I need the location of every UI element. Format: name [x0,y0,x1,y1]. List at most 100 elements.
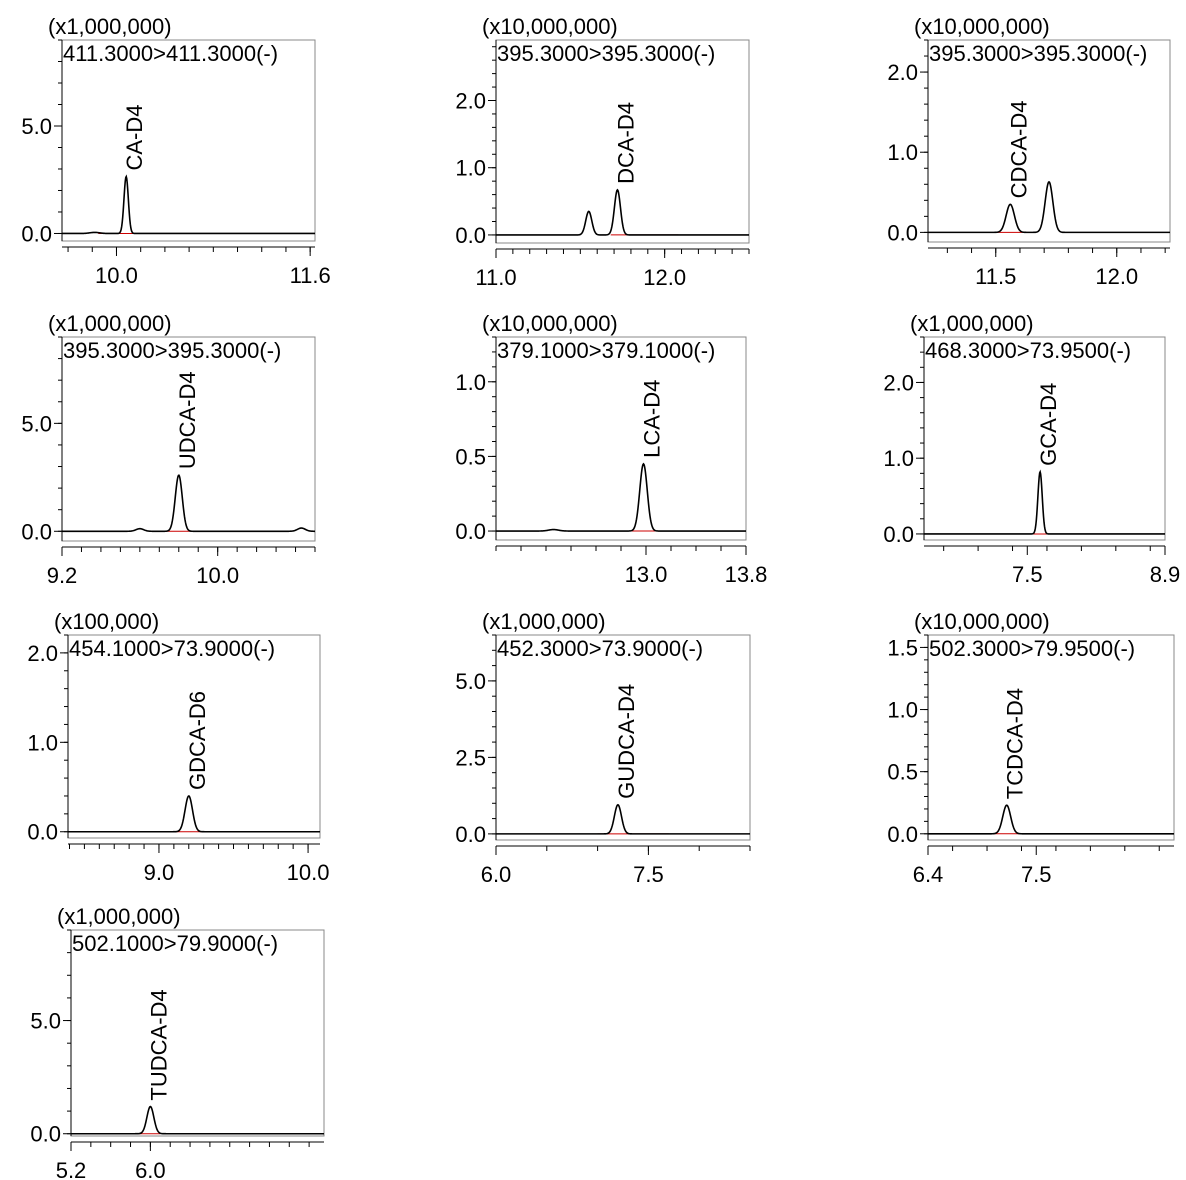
intensity-scale-label: (x1,000,000) [482,609,606,634]
y-tick-label: 5.0 [455,669,486,694]
x-tick-label: 7.5 [633,862,664,887]
x-tick-label: 6.0 [481,862,512,887]
intensity-scale-label: (x1,000,000) [57,904,181,929]
y-tick-label: 0.0 [21,519,52,544]
y-tick-label: 0.5 [455,444,486,469]
peak-label: TUDCA-D4 [146,989,171,1100]
y-tick-label: 1.0 [455,370,486,395]
y-tick-label: 2.0 [883,370,914,395]
y-tick-label: 0.0 [455,223,486,248]
y-tick-label: 0.0 [887,220,918,245]
y-tick-label: 0.0 [30,1122,61,1147]
mrm-transition-label: 468.3000>73.9500(-) [925,338,1131,363]
chromatogram-panel: 0.0 2.5 5.0 6.0 7.5 (x1,000,000)452.3000>73.9… [455,609,751,887]
plot-frame [927,39,1171,243]
chromatogram-trace [68,795,320,833]
y-tick-label: 0.0 [455,519,486,544]
y-tick-label: 1.0 [455,156,486,181]
intensity-scale-label: (x100,000) [54,609,159,634]
y-tick-label: 0.0 [21,221,52,246]
chromatogram-trace [496,188,749,236]
y-tick-label: 5.0 [21,411,52,436]
peak-label: DCA-D4 [613,102,638,184]
plot-frame [61,39,316,242]
y-tick-label: 1.0 [27,730,58,755]
x-tick-label: 11.5 [975,264,1016,289]
y-tick-label: 0.0 [883,522,914,547]
x-tick-label: 12.0 [643,265,686,290]
mrm-transition-label: 411.3000>411.3000(-) [63,41,278,66]
chromatogram-panel: 0.0 1.0 2.0 7.5 8.9 (x1,000,000)468.3000>73.9… [883,311,1180,587]
y-tick-label: 1.0 [887,140,918,165]
mrm-transition-label: 395.3000>395.3000(-) [497,41,715,66]
x-tick-label: 11.6 [290,263,331,288]
y-tick-label: 1.5 [887,635,918,660]
chromatogram-trace [928,804,1174,835]
peak-label: GDCA-D6 [185,691,210,790]
x-tick-label: 11.0 [475,265,516,290]
chromatogram-panel: 0.0 0.5 1.0 13.0 13.8 (x10,000,000)379.1000>3… [455,311,767,587]
x-tick-label: 7.5 [1021,862,1052,887]
mrm-transition-label: 502.3000>79.9500(-) [929,636,1135,661]
peak-label: GCA-D4 [1036,383,1061,466]
intensity-scale-label: (x1,000,000) [910,311,1034,336]
x-tick-label: 6.0 [135,1158,166,1180]
chromatogram-trace [928,180,1170,234]
peak-label: GUDCA-D4 [614,684,639,799]
x-tick-label: 10.0 [196,563,239,588]
y-tick-label: 5.0 [21,114,52,139]
chromatogram-panel: 0.0 5.0 5.2 6.0 (x1,000,000)502.1000>79.9000… [30,904,325,1180]
y-tick-label: 2.0 [27,641,58,666]
y-tick-label: 1.0 [883,446,914,471]
x-tick-label: 10.0 [95,263,138,288]
y-tick-label: 1.0 [887,698,918,723]
x-tick-label: 9.2 [47,563,78,588]
x-tick-label: 9.0 [144,860,175,885]
x-tick-label: 13.0 [625,562,668,587]
chromatogram-panel: 0.0 5.0 9.2 10.0 (x1,000,000)395.3000>395.30… [21,311,316,588]
peak-label: UDCA-D4 [175,371,200,469]
mrm-transition-label: 502.1000>79.9000(-) [72,931,278,956]
mrm-transition-label: 452.3000>73.9000(-) [497,636,703,661]
mrm-transition-label: 395.3000>395.3000(-) [63,338,281,363]
y-tick-label: 0.0 [27,820,58,845]
chromatogram-panel: 0.0 0.5 1.0 1.5 6.4 7.5 (x10,000,000)502.3000>… [887,609,1175,887]
x-tick-label: 8.9 [1150,562,1181,587]
peak-label: CA-D4 [122,104,147,170]
plot-frame [70,929,325,1137]
x-tick-label: 13.8 [725,562,768,587]
y-tick-label: 2.0 [887,60,918,85]
x-tick-label: 10.0 [287,860,330,885]
peak-label: TCDCA-D4 [1003,688,1028,799]
mrm-transition-label: 395.3000>395.3000(-) [929,41,1147,66]
intensity-scale-label: (x1,000,000) [48,14,172,39]
chromatogram-panel: 0.0 1.0 2.0 9.0 10.0 (x100,000)454.1000>73.90… [27,609,329,885]
chromatogram-trace [496,803,750,835]
chromatogram-trace [924,469,1165,535]
y-tick-label: 2.5 [455,745,486,770]
plot-frame [927,634,1175,841]
mrm-transition-label: 454.1000>73.9000(-) [69,636,275,661]
intensity-scale-label: (x10,000,000) [482,311,618,336]
plot-frame [495,336,747,541]
chromatogram-trace [71,1105,324,1135]
x-tick-label: 6.4 [913,862,944,887]
y-tick-label: 5.0 [30,1009,61,1034]
y-tick-label: 0.5 [887,760,918,785]
x-tick-label: 12.0 [1095,264,1138,289]
x-tick-label: 7.5 [1012,562,1043,587]
chromatogram-panel: 0.0 1.0 2.0 11.5 12.0 (x10,000,000)395.3000>3… [887,14,1171,289]
intensity-scale-label: (x10,000,000) [914,14,1050,39]
chromatogram-trace [496,462,746,532]
intensity-scale-label: (x10,000,000) [914,609,1050,634]
y-tick-label: 0.0 [455,822,486,847]
chromatogram-panel: 0.0 1.0 2.0 11.0 12.0 (x10,000,000)395.3000>3… [455,14,750,290]
intensity-scale-label: (x10,000,000) [482,14,618,39]
chromatogram-trace [62,474,316,533]
peak-label: LCA-D4 [640,380,665,458]
peak-label: CDCA-D4 [1006,101,1031,199]
y-tick-label: 0.0 [887,822,918,847]
intensity-scale-label: (x1,000,000) [48,311,172,336]
y-tick-label: 2.0 [455,88,486,113]
